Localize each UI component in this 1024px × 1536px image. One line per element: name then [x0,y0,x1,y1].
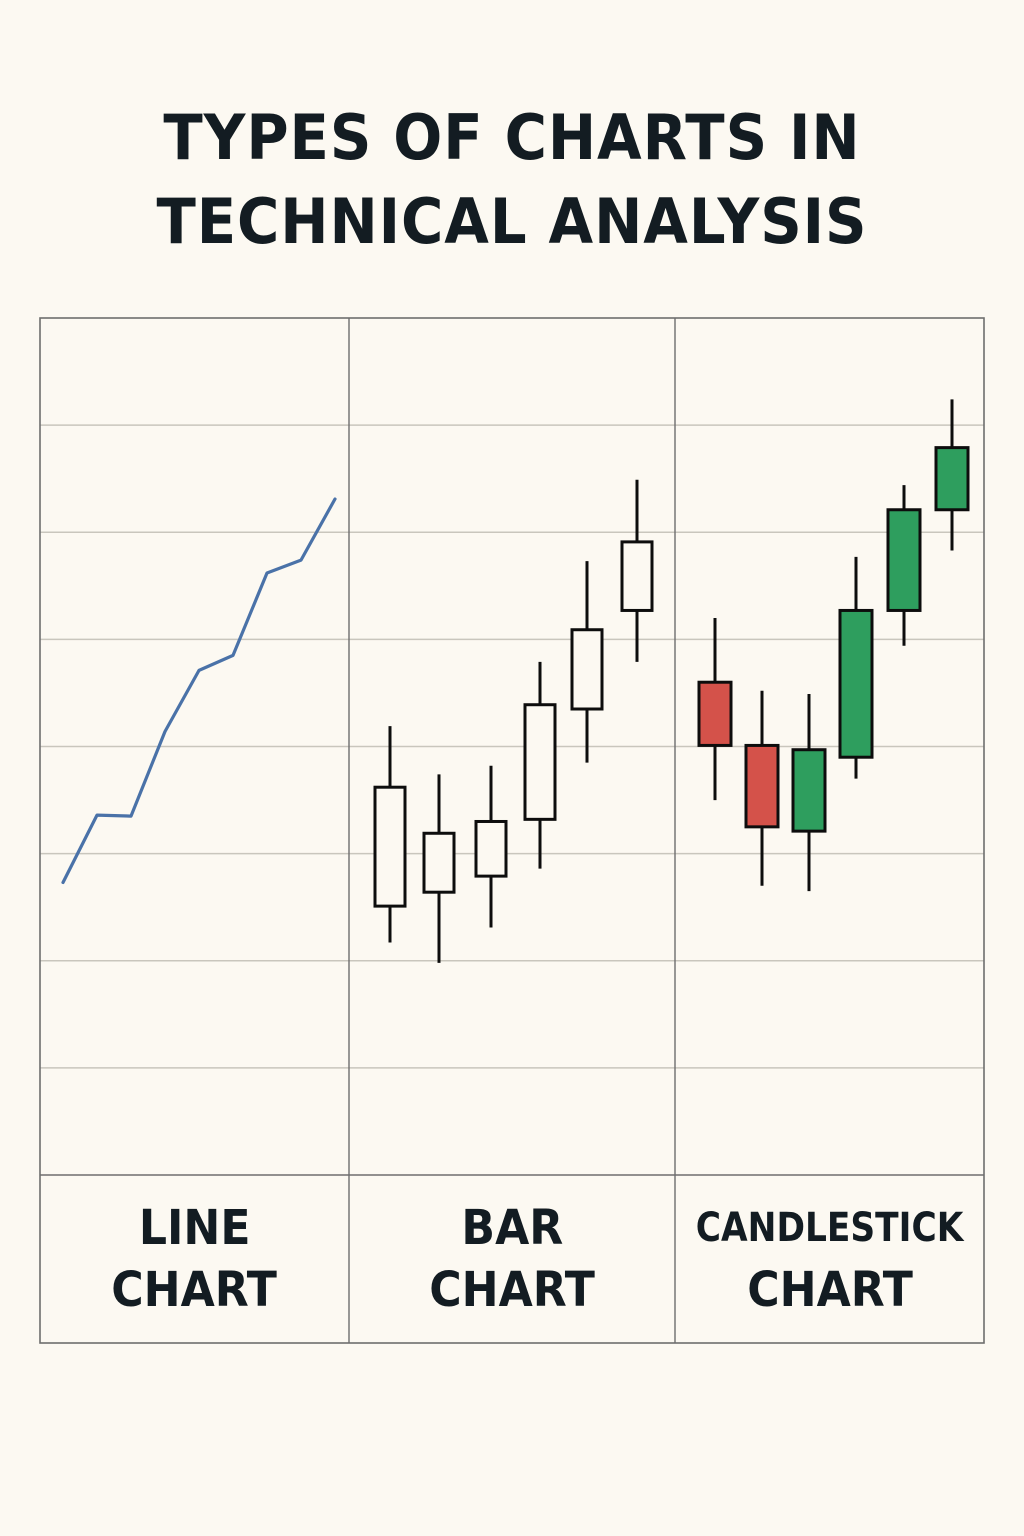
bar-body [523,703,557,821]
title-line-1: TYPES OF CHARTS IN [163,101,861,174]
title-line-2: TECHNICAL ANALYSIS [156,185,868,258]
candle-bearish [744,690,780,886]
bar-body [373,785,407,908]
bar-body [474,819,508,878]
candle-bullish [886,485,922,646]
bar-body [620,540,654,612]
bar-chart-plot [373,479,654,963]
candle-body [791,748,827,833]
bar-item [422,774,456,963]
line-chart-plot [61,497,337,885]
candle-body [886,508,922,612]
candle-body [934,446,970,512]
bar-body [570,628,604,711]
bar-body [422,831,456,894]
bar-item [523,661,557,869]
outer-border [39,317,985,1344]
page-title: TYPES OF CHARTS IN TECHNICAL ANALYSIS [36,96,988,264]
label-bar-chart: BAR CHART [429,1200,596,1318]
bar-item [620,479,654,662]
candle-body [838,608,874,759]
bar-item [570,561,604,763]
candle-bearish [697,617,733,801]
candle-bullish [934,399,970,551]
panel-frame [39,317,985,1344]
candle-bullish [838,556,874,779]
candle-body [697,680,733,747]
candle-body [744,743,780,829]
candlestick-chart-plot [697,399,970,892]
line-series [61,497,337,885]
candle-bullish [791,694,827,892]
label-line-chart: LINE CHART [111,1200,278,1318]
bar-item [474,765,508,928]
gridlines [40,424,984,1069]
label-candlestick-chart: CANDLESTICK CHART [696,1205,964,1318]
bar-item [373,726,407,943]
